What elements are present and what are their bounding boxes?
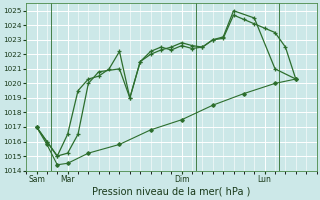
X-axis label: Pression niveau de la mer( hPa ): Pression niveau de la mer( hPa ) <box>92 187 251 197</box>
